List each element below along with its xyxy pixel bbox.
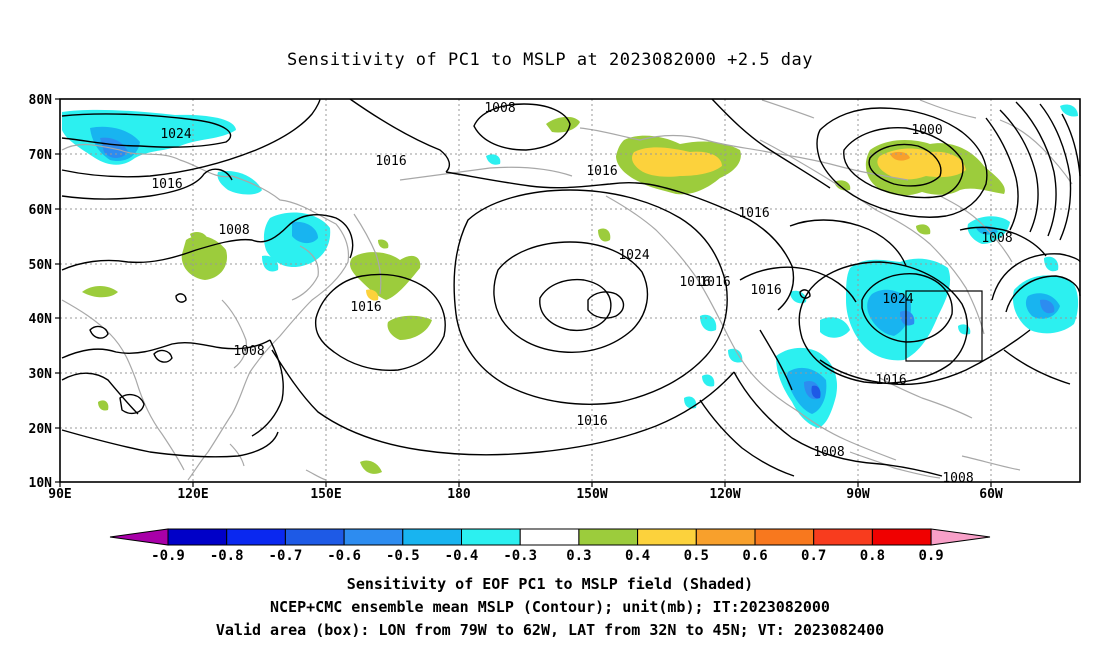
colorbar-labels: -0.9 -0.8 -0.7 -0.6 -0.5 -0.4 -0.3 0.3 0… bbox=[151, 548, 944, 564]
colorbar-label: -0.5 bbox=[386, 548, 420, 564]
caption-valid-area: Valid area (box): LON from 79W to 62W, L… bbox=[215, 621, 885, 639]
contour-label: 1008 bbox=[233, 344, 264, 359]
contour-label: 1016 bbox=[875, 373, 906, 388]
contour-label: 1016 bbox=[375, 154, 406, 169]
colorbar-arrow-left bbox=[109, 528, 169, 546]
colorbar-swatch bbox=[813, 528, 873, 546]
lon-label: 180 bbox=[447, 487, 471, 502]
colorbar-swatch bbox=[871, 528, 932, 546]
contour-label: 1016 bbox=[576, 414, 607, 429]
contour-label: 1008 bbox=[981, 231, 1012, 246]
colorbar-label: -0.8 bbox=[210, 548, 244, 564]
valid-area-box bbox=[905, 290, 983, 362]
lat-label: 80N bbox=[29, 93, 53, 108]
lat-label: 50N bbox=[29, 258, 53, 273]
contour-label: 1016 bbox=[699, 275, 730, 290]
colorbar-swatch bbox=[226, 528, 286, 546]
grid-lines bbox=[60, 99, 1080, 482]
contour-label: 1016 bbox=[679, 275, 710, 290]
colorbar-label: -0.6 bbox=[327, 548, 361, 564]
colorbar-label: -0.3 bbox=[503, 548, 537, 564]
colorbar-swatch bbox=[578, 528, 639, 546]
lon-label: 60W bbox=[979, 487, 1003, 502]
contour-labels: 1024 1016 1016 1008 1016 1008 1008 1016 … bbox=[151, 101, 1012, 486]
contour-label: 1000 bbox=[911, 123, 942, 138]
axis-ticks bbox=[55, 98, 992, 487]
colorbar-swatch bbox=[167, 528, 228, 546]
colorbar-swatch bbox=[284, 528, 345, 546]
caption-contour: NCEP+CMC ensemble mean MSLP (Contour); u… bbox=[270, 598, 830, 616]
lon-label: 90E bbox=[48, 487, 71, 502]
lon-label: 150W bbox=[576, 487, 607, 502]
lon-label: 120W bbox=[709, 487, 740, 502]
lat-label: 70N bbox=[29, 148, 53, 163]
lat-label: 20N bbox=[29, 422, 53, 437]
contour-label: 1024 bbox=[618, 248, 649, 263]
lat-axis-labels: 80N 70N 60N 50N 40N 30N 20N 10N bbox=[29, 93, 53, 491]
lon-axis-labels: 90E 120E 150E 180 150W 120W 90W 60W bbox=[48, 487, 1003, 502]
colorbar-label: 0.9 bbox=[918, 548, 943, 564]
contour-label: 1016 bbox=[350, 300, 381, 315]
contour-label: 1016 bbox=[750, 283, 781, 298]
contour-label: 1016 bbox=[738, 206, 769, 221]
contour-label: 1008 bbox=[484, 101, 515, 116]
lon-label: 90W bbox=[846, 487, 870, 502]
lat-label: 30N bbox=[29, 367, 53, 382]
contour-label: 1024 bbox=[882, 292, 913, 307]
colorbar-swatch bbox=[637, 528, 697, 546]
caption-shading: Sensitivity of EOF PC1 to MSLP field (Sh… bbox=[346, 575, 754, 593]
colorbar-label: 0.4 bbox=[625, 548, 650, 564]
colorbar-swatch bbox=[461, 528, 521, 546]
contour-label: 1016 bbox=[151, 177, 182, 192]
lon-label: 150E bbox=[310, 487, 341, 502]
colorbar-arrow-right bbox=[930, 528, 991, 546]
colorbar-swatch bbox=[402, 528, 462, 546]
colorbar-label: 0.6 bbox=[742, 548, 767, 564]
colorbar bbox=[109, 528, 991, 546]
coastlines bbox=[61, 99, 1073, 481]
colorbar-label: -0.7 bbox=[269, 548, 303, 564]
colorbar-label: -0.4 bbox=[445, 548, 479, 564]
contour-label: 1008 bbox=[813, 445, 844, 460]
sensitivity-shading bbox=[62, 104, 1079, 474]
contour-label: 1016 bbox=[586, 164, 617, 179]
colorbar-label: 0.3 bbox=[566, 548, 591, 564]
map-title: Sensitivity of PC1 to MSLP at 2023082000… bbox=[286, 50, 813, 70]
colorbar-label: 0.7 bbox=[801, 548, 826, 564]
lat-label: 10N bbox=[29, 476, 53, 491]
colorbar-swatch bbox=[519, 528, 580, 546]
colorbar-swatch bbox=[343, 528, 404, 546]
lon-label: 120E bbox=[177, 487, 208, 502]
contour-label: 1024 bbox=[160, 127, 191, 142]
lat-label: 40N bbox=[29, 312, 53, 327]
mslp-contours bbox=[61, 98, 1081, 477]
lat-label: 60N bbox=[29, 203, 53, 218]
colorbar-label: -0.9 bbox=[151, 548, 185, 564]
colorbar-swatch bbox=[695, 528, 756, 546]
colorbar-label: 0.5 bbox=[684, 548, 709, 564]
plot-frame bbox=[59, 98, 1081, 483]
contour-label: 1008 bbox=[218, 223, 249, 238]
contour-label: 1008 bbox=[942, 471, 973, 486]
colorbar-swatch bbox=[754, 528, 815, 546]
colorbar-label: 0.8 bbox=[860, 548, 885, 564]
